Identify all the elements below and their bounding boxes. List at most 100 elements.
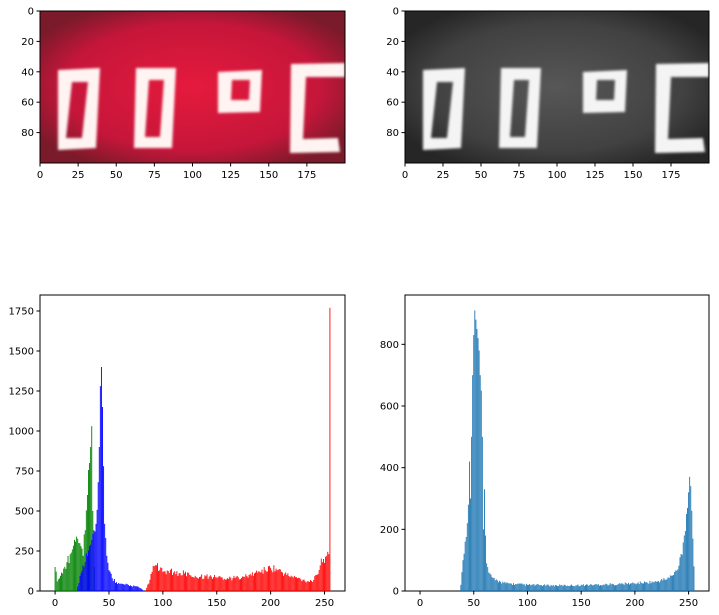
histogram-1-bar [244, 576, 246, 591]
histogram-1-bar [83, 566, 85, 591]
histogram-2-bar [682, 542, 684, 591]
histogram-1-bar [328, 554, 330, 591]
histogram-1-bar [95, 523, 97, 591]
histogram-2-bar [530, 585, 532, 591]
histogram-2-bar [482, 529, 484, 591]
histogram-1-bar [139, 588, 141, 591]
histogram-2-bar [504, 581, 506, 591]
histogram-1-bar [215, 577, 217, 591]
histogram-2-bar [606, 584, 608, 591]
histogram-2-bar [478, 350, 480, 591]
histogram-1-bar [216, 577, 218, 591]
histogram-2-bar [503, 582, 505, 591]
histogram-2-bar [625, 583, 627, 591]
histogram-1-bar [188, 572, 190, 591]
histogram-2-bar [591, 584, 593, 591]
histogram-2-bar [494, 580, 496, 591]
histogram-1-bar [189, 575, 191, 591]
histogram-1-bar [135, 586, 137, 591]
histogram-2-bar [592, 585, 594, 591]
histogram-1-bar [219, 576, 221, 591]
histogram-2-bar [532, 584, 534, 591]
histogram-1-bar [181, 575, 183, 591]
histogram-1-bar [56, 581, 58, 591]
histogram-1-bar [315, 574, 317, 591]
img-rgb-x-tick-label: 150 [259, 170, 278, 181]
histogram-2-bar [536, 584, 538, 591]
histogram-2-bar [636, 583, 638, 591]
histogram-2-y-tick-label: 0 [393, 587, 399, 598]
histogram-1-bar [126, 584, 128, 591]
histogram-1-bar [266, 571, 268, 591]
histogram-2-bar [577, 584, 579, 591]
histogram-1-bar [148, 583, 150, 591]
histogram-2-bar [600, 585, 601, 591]
histogram-2-bar [548, 585, 550, 591]
histogram-2-bar [544, 584, 546, 591]
histogram-2-bar [485, 535, 487, 591]
histogram-1-bar [154, 565, 156, 591]
histogram-1-bar [80, 546, 82, 591]
histogram-1-bar [61, 572, 62, 591]
histogram-1-bar [264, 570, 266, 591]
histogram-2-bar [566, 585, 568, 591]
histogram-1-x-tick-label: 50 [103, 598, 116, 609]
histogram-1-bar [105, 538, 107, 591]
histogram-1-bar [161, 567, 163, 591]
histogram-2-bar [462, 560, 464, 591]
histogram-2-bar [517, 583, 519, 591]
histogram-2-bar [661, 578, 663, 591]
histogram-1-bar [200, 576, 202, 591]
histogram-1-bar [243, 576, 245, 591]
histogram-1-bar [246, 575, 248, 591]
histogram-2-bar [643, 583, 644, 591]
histogram-1-bar [85, 553, 87, 591]
histogram-2-bar [495, 579, 497, 591]
histogram-1-bar [146, 587, 148, 591]
histogram-1-bar [207, 578, 209, 591]
histogram-1-bar [307, 581, 309, 591]
histogram-2-bar [492, 578, 494, 591]
histogram-2-bar [507, 583, 509, 591]
histogram-2-bar [597, 584, 599, 591]
histogram-1-bar [63, 568, 65, 591]
histogram-2-bar [630, 583, 632, 591]
histogram-1-bar [77, 538, 79, 591]
histogram-1-bar [69, 554, 71, 591]
histogram-1-bar [54, 567, 56, 591]
img-gray-x-tick-label: 125 [585, 170, 604, 181]
histogram-2-bar [632, 582, 634, 591]
histogram-1-bar [81, 571, 83, 591]
histogram-2-bar [556, 585, 557, 591]
histogram-1-bar [302, 579, 304, 591]
histogram-2-bar [629, 584, 630, 591]
histogram-2-bar [598, 585, 600, 591]
histogram-2-bar [588, 585, 590, 591]
histogram-2-bar [677, 569, 679, 591]
histogram-1-bar [211, 578, 213, 591]
histogram-1-bar [149, 579, 151, 591]
histogram-1-bar [286, 575, 288, 591]
histogram-2-bar [670, 575, 672, 591]
histogram-1-x-tick-label: 200 [261, 598, 280, 609]
histogram-1-bar [323, 559, 324, 591]
histogram-1-bar [224, 579, 226, 591]
histogram-1-bar [151, 571, 153, 591]
histogram-1-bar [193, 577, 195, 591]
histogram-2-bar [498, 582, 499, 591]
histogram-1-bar [301, 581, 303, 591]
histogram-2-bar [623, 584, 625, 591]
histogram-1-bar [86, 555, 88, 591]
histogram-1-bar [183, 573, 185, 591]
histogram-1-y-tick-label: 500 [15, 507, 34, 518]
histogram-2-bar [477, 338, 479, 591]
histogram-1-bar [64, 566, 66, 591]
histogram-2-bar [665, 579, 667, 591]
histogram-1-bar [305, 582, 307, 591]
histogram-1-bar [91, 539, 93, 591]
histogram-2-bar [519, 583, 521, 591]
histogram-1-bar [90, 544, 92, 591]
histogram-1-bar [132, 586, 134, 591]
histogram-1-bar [140, 588, 142, 591]
histogram-1-bar [147, 584, 149, 591]
